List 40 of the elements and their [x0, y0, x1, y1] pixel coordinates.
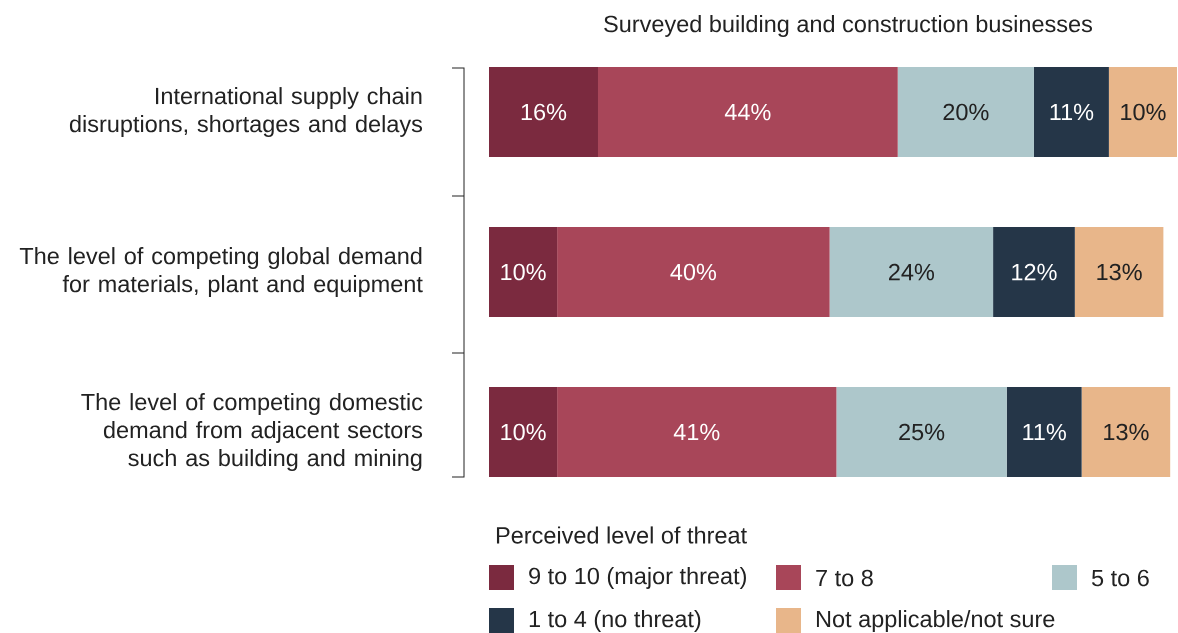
- data-label: 12%: [1012, 263, 1057, 281]
- y-tick-label: The level of competing domestic demand from adjacent sectors such as building and mining: [81, 393, 423, 471]
- bar: [489, 227, 558, 318]
- y-tick-label: International supply chain disruptions, shortages and delays: [69, 87, 423, 137]
- data-label: 13%: [1104, 423, 1149, 441]
- data-label: 40%: [670, 263, 717, 281]
- data-label: 25%: [899, 423, 945, 441]
- bar: [489, 387, 558, 478]
- chart-title: Surveyed building and construction businesses: [604, 15, 1092, 37]
- legend-label: 9 to 10 (major threat): [529, 567, 746, 589]
- bar: [557, 387, 837, 478]
- data-label: 10%: [501, 263, 546, 281]
- data-label: 10%: [501, 423, 546, 441]
- data-label: 11%: [1023, 423, 1066, 441]
- bar: [836, 387, 1007, 478]
- data-label: 44%: [724, 103, 771, 121]
- data-label: 11%: [1050, 103, 1094, 121]
- data-label: 20%: [943, 103, 989, 121]
- bar: [897, 67, 1034, 158]
- bar: [1081, 387, 1171, 478]
- bar: [829, 227, 994, 318]
- legend-label: 1 to 4 (no threat): [529, 610, 701, 632]
- bar: [1074, 227, 1164, 318]
- bar: [598, 67, 898, 158]
- legend-title: Perceived level of threat: [496, 526, 747, 544]
- data-label: 41%: [673, 423, 720, 441]
- legend-label: Not applicable/not sure: [816, 610, 1055, 632]
- data-label: 24%: [889, 263, 935, 281]
- data-label: 10%: [1121, 103, 1166, 121]
- data-label: 16%: [521, 103, 567, 121]
- bar: [489, 67, 598, 158]
- bar: [1108, 67, 1178, 158]
- legend-label: 5 to 6: [1091, 569, 1149, 587]
- bar: [557, 227, 830, 318]
- bar: [993, 227, 1075, 318]
- bar: [1006, 387, 1082, 478]
- bar: [1033, 67, 1109, 158]
- legend-label: 7 to 8: [816, 569, 873, 587]
- y-tick-label: The level of competing global demand for materials, plant and equipment: [19, 247, 423, 297]
- data-label: 13%: [1097, 263, 1142, 281]
